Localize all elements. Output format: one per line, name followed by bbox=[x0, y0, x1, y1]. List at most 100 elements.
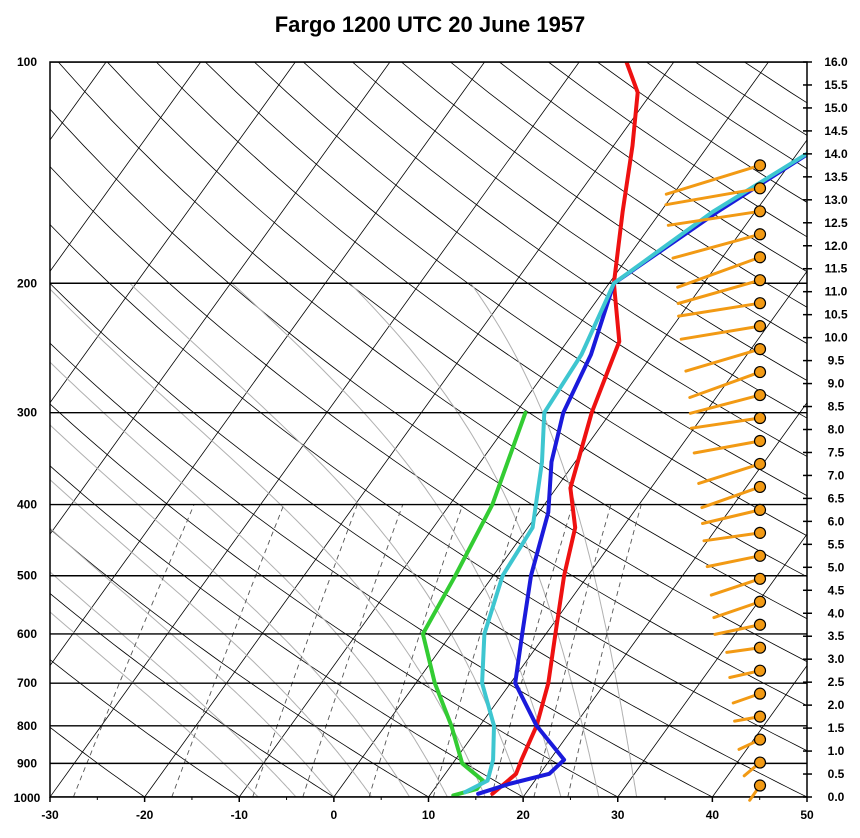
wind-barb-station-circle bbox=[753, 297, 767, 310]
wind-barb-station-circle bbox=[753, 182, 767, 195]
wind-barb-station-circle bbox=[753, 618, 767, 631]
dry-adiabat-line bbox=[50, 108, 807, 663]
height-tick-label: 7.0 bbox=[828, 468, 845, 482]
wind-barb-staff bbox=[664, 186, 762, 207]
height-tick-label: 13.0 bbox=[824, 193, 848, 207]
wind-barb-staff bbox=[712, 600, 762, 620]
wind-barb-station-circle bbox=[753, 343, 767, 356]
wind-barb-staff bbox=[666, 209, 762, 227]
isotherm-line bbox=[522, 402, 807, 797]
dry-adiabat-line bbox=[254, 62, 807, 457]
height-tick-label: 6.5 bbox=[828, 491, 845, 505]
wind-barb-staff bbox=[676, 255, 762, 289]
height-tick-label: 4.0 bbox=[828, 606, 845, 620]
isotherm-line bbox=[50, 62, 202, 272]
wind-barb-staff bbox=[692, 439, 762, 455]
wind-barb-station-circle bbox=[753, 549, 767, 562]
dry-adiabat-line bbox=[107, 62, 807, 578]
moist-adiabat-line bbox=[129, 282, 524, 797]
moist-adiabat-line bbox=[231, 282, 562, 797]
dry-adiabat-line bbox=[50, 403, 619, 797]
height-tick-label: 0.5 bbox=[828, 767, 845, 781]
wind-barb-station-circle bbox=[753, 205, 767, 218]
profile-line-4 bbox=[463, 151, 807, 795]
wind-barb-station-circle bbox=[753, 664, 767, 677]
x-tick-label: 40 bbox=[706, 808, 720, 822]
height-tick-label: 13.5 bbox=[824, 170, 848, 184]
dry-adiabat-line bbox=[50, 726, 146, 797]
dry-adiabat-line bbox=[50, 592, 335, 797]
dry-adiabat-line bbox=[156, 62, 807, 537]
wind-barb-staff bbox=[688, 393, 762, 415]
height-tick-label: 11.5 bbox=[825, 262, 848, 276]
wind-barb-station-circle bbox=[753, 388, 767, 402]
profile-line-1 bbox=[490, 62, 640, 796]
wind-barb-staff bbox=[679, 324, 762, 341]
height-tick-label: 14.0 bbox=[824, 147, 848, 161]
height-tick-label: 9.0 bbox=[828, 377, 845, 391]
wind-barb-staff bbox=[700, 485, 762, 510]
wind-barb-station-circle bbox=[753, 756, 767, 769]
isotherm-line bbox=[428, 270, 807, 797]
wind-barb-staff bbox=[701, 508, 762, 525]
isotherm-line bbox=[712, 664, 807, 797]
x-tick-label: 20 bbox=[516, 808, 530, 822]
dry-adiabat-line bbox=[499, 62, 807, 273]
dry-adiabat-line bbox=[58, 62, 807, 620]
moist-adiabat-line bbox=[50, 361, 448, 797]
dry-adiabat-line bbox=[450, 62, 807, 308]
pressure-tick-label: 700 bbox=[17, 676, 37, 690]
pressure-tick-label: 400 bbox=[17, 498, 37, 512]
wind-barb-station-circle bbox=[753, 159, 767, 172]
wind-barb-station-circle bbox=[753, 228, 767, 241]
wind-barb-station-circle bbox=[753, 687, 767, 700]
height-tick-label: 1.5 bbox=[828, 721, 845, 735]
dry-adiabat-line bbox=[50, 796, 51, 797]
isotherm-line bbox=[50, 62, 485, 667]
x-tick-label: 50 bbox=[800, 808, 814, 822]
height-tick-label: 5.0 bbox=[828, 560, 845, 574]
height-tick-label: 6.0 bbox=[828, 514, 845, 528]
wind-barb-staff bbox=[684, 347, 762, 373]
height-tick-label: 2.5 bbox=[828, 675, 845, 689]
wind-barb-staff bbox=[697, 462, 762, 485]
dry-adiabat-line bbox=[50, 342, 714, 797]
wind-barb-station-circle bbox=[753, 365, 767, 379]
wind-barb-station-circle bbox=[753, 457, 767, 471]
height-tick-label: 9.5 bbox=[828, 354, 845, 368]
x-tick-label: -20 bbox=[136, 808, 154, 822]
isotherm-line bbox=[50, 62, 580, 797]
dry-adiabat-line bbox=[401, 62, 807, 344]
dry-adiabat-line bbox=[50, 223, 807, 752]
isotherm-line bbox=[144, 62, 675, 797]
chart-title: Fargo 1200 UTC 20 June 1957 bbox=[275, 12, 586, 37]
dry-adiabat-line bbox=[352, 62, 807, 381]
pressure-tick-label: 300 bbox=[17, 406, 37, 420]
isotherm-line bbox=[617, 533, 807, 797]
height-tick-label: 7.5 bbox=[828, 445, 845, 459]
wind-barb-station-circle bbox=[753, 572, 767, 585]
isotherm-line bbox=[50, 62, 296, 404]
moist-adiabat-line bbox=[50, 571, 297, 797]
isotherm-line bbox=[50, 62, 107, 141]
wind-barb-staff bbox=[664, 163, 762, 196]
mixing-ratio-line bbox=[432, 504, 522, 797]
wind-barb-station-circle bbox=[753, 733, 767, 746]
height-tick-label: 8.5 bbox=[828, 400, 845, 414]
mixing-ratio-line bbox=[302, 504, 404, 797]
height-tick-label: 4.5 bbox=[828, 583, 845, 597]
mixing-ratio-line bbox=[252, 504, 358, 797]
wind-barb-staff bbox=[702, 531, 762, 543]
dry-adiabat-line bbox=[50, 528, 430, 797]
profile-line-2 bbox=[476, 152, 807, 796]
height-tick-label: 5.5 bbox=[828, 537, 845, 551]
pressure-tick-label: 600 bbox=[17, 627, 37, 641]
pressure-tick-label: 100 bbox=[17, 55, 37, 69]
height-tick-label: 3.0 bbox=[828, 652, 845, 666]
pressure-tick-label: 200 bbox=[17, 276, 37, 290]
wind-barb-staff bbox=[689, 416, 762, 430]
pressure-tick-label: 900 bbox=[17, 756, 37, 770]
pressure-tick-label: 1000 bbox=[14, 791, 41, 805]
height-tick-label: 8.0 bbox=[828, 423, 845, 437]
